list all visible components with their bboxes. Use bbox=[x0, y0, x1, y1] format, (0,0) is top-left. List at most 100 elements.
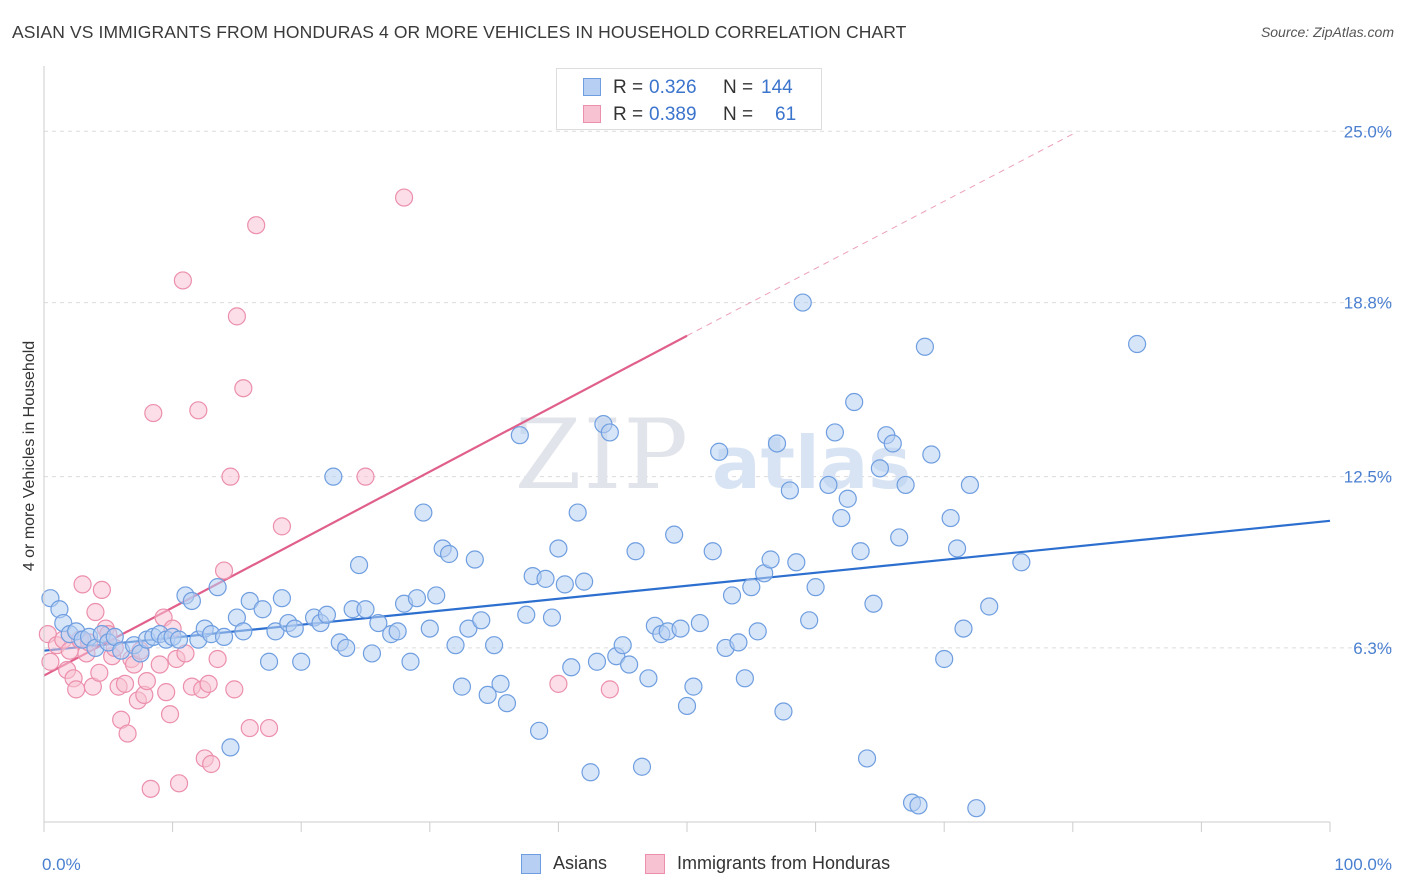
asian-point-118 bbox=[845, 392, 864, 412]
asian-point-111 bbox=[793, 293, 812, 312]
honduras-point-9 bbox=[73, 575, 92, 594]
asian-point-106 bbox=[761, 550, 780, 569]
asian-point-68 bbox=[510, 426, 529, 445]
asian-point-33 bbox=[266, 622, 285, 641]
honduras-point-1 bbox=[41, 652, 60, 671]
honduras-n-label: N = bbox=[723, 104, 754, 125]
asian-point-71 bbox=[530, 721, 549, 740]
asian-point-122 bbox=[870, 459, 890, 478]
asian-point-82 bbox=[600, 423, 619, 442]
honduras-point-38 bbox=[169, 774, 189, 793]
y-tick-label: 12.5% bbox=[1344, 468, 1392, 487]
asian-point-31 bbox=[253, 600, 272, 619]
asian-point-113 bbox=[806, 578, 825, 597]
source-label: Source: ZipAtlas.com bbox=[1260, 24, 1394, 40]
asians-trend-line bbox=[43, 519, 1331, 652]
asian-point-34 bbox=[272, 589, 292, 608]
honduras-point-34 bbox=[157, 683, 176, 702]
asian-point-40 bbox=[317, 605, 337, 624]
honduras-point-42 bbox=[189, 401, 208, 420]
asian-point-85 bbox=[620, 655, 639, 674]
legend-asians-label: Asians bbox=[553, 853, 608, 873]
honduras-point-53 bbox=[240, 718, 259, 738]
honduras-point-31 bbox=[144, 403, 163, 423]
honduras-point-46 bbox=[202, 754, 221, 774]
legend-honduras-swatch bbox=[645, 854, 665, 874]
asian-point-76 bbox=[562, 658, 581, 677]
asian-point-27 bbox=[221, 738, 240, 757]
honduras-n-value: 61 bbox=[775, 104, 797, 125]
asian-point-131 bbox=[935, 649, 954, 669]
asian-point-103 bbox=[742, 578, 761, 597]
asian-point-59 bbox=[446, 636, 465, 655]
asians-swatch bbox=[583, 78, 601, 96]
legend-honduras-label: Immigrants from Honduras bbox=[677, 853, 891, 873]
asian-point-54 bbox=[414, 503, 433, 522]
asians-r-label: R = bbox=[613, 77, 644, 98]
honduras-point-58 bbox=[394, 188, 414, 207]
asian-point-134 bbox=[954, 619, 973, 638]
asian-point-86 bbox=[626, 542, 645, 561]
asian-point-139 bbox=[1127, 334, 1147, 354]
honduras-point-32 bbox=[150, 655, 169, 674]
asian-point-102 bbox=[735, 669, 754, 688]
honduras-point-56 bbox=[272, 517, 292, 536]
asian-point-32 bbox=[259, 652, 279, 671]
asian-point-75 bbox=[555, 575, 574, 594]
asian-point-109 bbox=[780, 481, 799, 500]
asian-point-48 bbox=[369, 613, 388, 633]
asian-point-108 bbox=[774, 702, 793, 721]
asian-point-92 bbox=[665, 525, 684, 544]
asian-point-100 bbox=[722, 586, 742, 605]
asian-point-135 bbox=[960, 475, 980, 495]
asian-point-96 bbox=[690, 613, 709, 633]
asian-point-87 bbox=[632, 757, 652, 776]
honduras-point-35 bbox=[160, 705, 180, 724]
honduras-point-7 bbox=[67, 680, 86, 699]
y-tick-label: 18.8% bbox=[1344, 294, 1392, 313]
y-tick-label: 25.0% bbox=[1344, 122, 1392, 141]
honduras-point-50 bbox=[225, 680, 244, 699]
asian-point-72 bbox=[536, 569, 555, 588]
honduras-point-60 bbox=[600, 680, 619, 699]
asian-point-94 bbox=[677, 696, 697, 716]
asian-point-119 bbox=[851, 542, 870, 561]
honduras-point-23 bbox=[118, 724, 137, 743]
asian-point-117 bbox=[838, 489, 857, 508]
asian-point-101 bbox=[729, 633, 748, 652]
asian-point-74 bbox=[549, 539, 568, 558]
honduras-point-14 bbox=[90, 663, 109, 682]
asian-point-114 bbox=[819, 475, 838, 495]
honduras-point-52 bbox=[234, 379, 253, 398]
asian-point-133 bbox=[947, 539, 967, 558]
asian-point-41 bbox=[324, 467, 343, 486]
honduras-point-51 bbox=[227, 307, 246, 326]
asian-point-120 bbox=[857, 749, 877, 768]
asian-point-19 bbox=[169, 630, 189, 649]
honduras-point-48 bbox=[214, 561, 234, 580]
honduras-r-label: R = bbox=[613, 104, 644, 125]
honduras-point-55 bbox=[259, 718, 279, 738]
legend: Asians Immigrants from Honduras bbox=[0, 852, 1406, 878]
asian-point-128 bbox=[909, 796, 928, 815]
asian-point-125 bbox=[890, 528, 909, 547]
asian-point-67 bbox=[497, 694, 517, 713]
honduras-point-29 bbox=[137, 671, 156, 691]
asian-point-104 bbox=[748, 622, 767, 641]
asian-point-138 bbox=[1012, 553, 1031, 572]
honduras-trend-extension bbox=[686, 133, 1074, 337]
x-tick-label-min: 0.0% bbox=[42, 855, 81, 874]
asian-point-69 bbox=[517, 605, 536, 624]
honduras-point-49 bbox=[221, 467, 240, 486]
honduras-point-39 bbox=[173, 271, 192, 290]
asian-point-61 bbox=[459, 619, 478, 638]
asian-point-30 bbox=[240, 591, 259, 611]
asian-point-26 bbox=[214, 627, 234, 646]
asian-point-77 bbox=[568, 503, 587, 522]
asians-r-value: 0.326 bbox=[649, 77, 697, 98]
honduras-point-54 bbox=[247, 216, 266, 235]
honduras-point-45 bbox=[199, 674, 218, 693]
asian-point-25 bbox=[208, 578, 227, 597]
asian-point-21 bbox=[182, 591, 201, 611]
